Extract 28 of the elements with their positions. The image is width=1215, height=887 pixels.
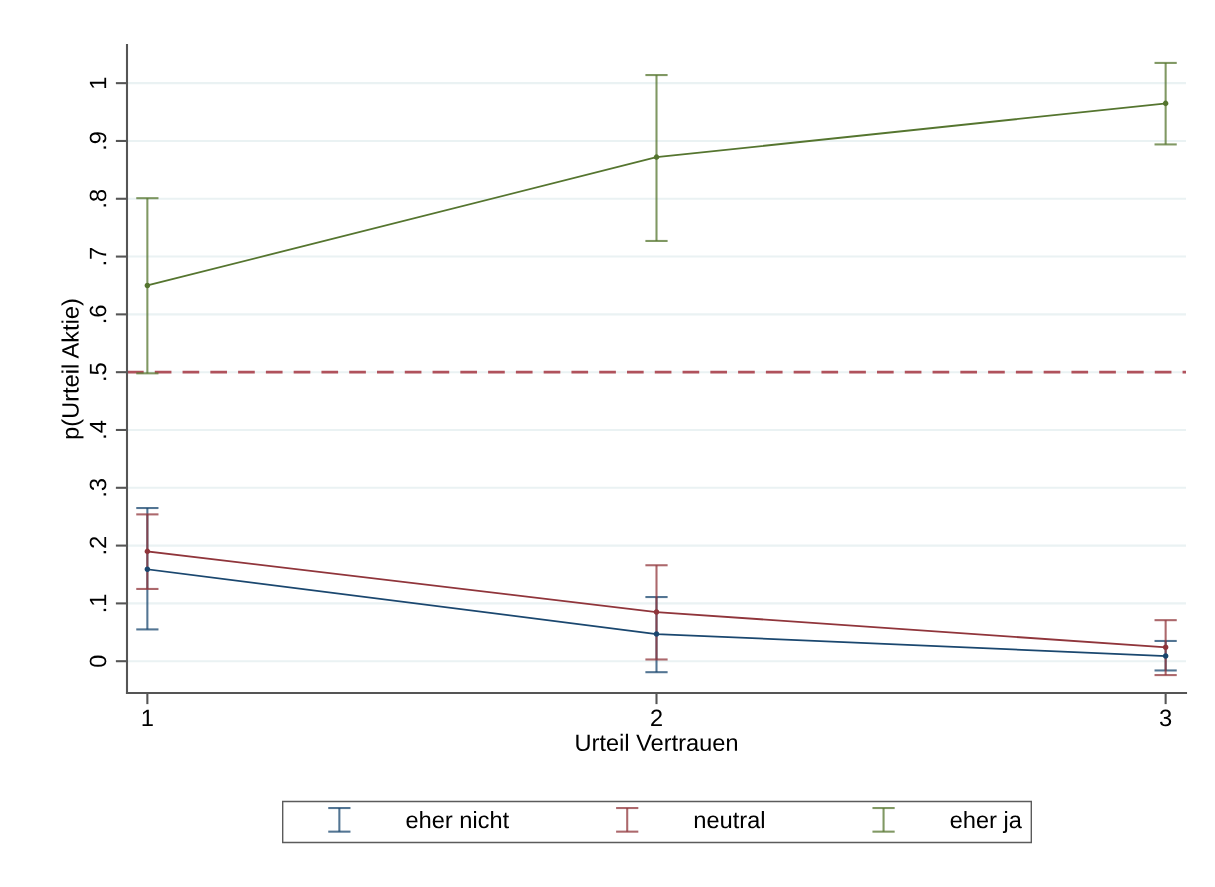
y-tick-label: .7: [89, 247, 107, 265]
y-axis-title: p(Urteil Aktie): [61, 299, 84, 439]
x-axis-title: Urteil Vertrauen: [576, 733, 737, 752]
point: [653, 631, 660, 637]
legend-label: eher nicht: [406, 810, 509, 829]
y-tick-label: .8: [89, 189, 107, 207]
point: [1162, 100, 1169, 107]
point: [144, 548, 151, 555]
legend-label: neutral: [694, 810, 764, 829]
y-tick-label: 1: [89, 77, 107, 88]
y-tick-label: .9: [89, 132, 107, 149]
x-tick-label: 1: [142, 709, 153, 727]
point: [1162, 653, 1169, 659]
x-tick-label: 2: [651, 709, 662, 727]
point: [144, 282, 151, 289]
x-tick-label: 3: [1159, 709, 1172, 727]
point: [653, 154, 660, 160]
legend-label: eher ja: [950, 810, 1022, 834]
y-tick-label: .5: [89, 363, 107, 380]
point: [1162, 644, 1169, 651]
point: [653, 609, 660, 615]
y-tick-label: .6: [89, 305, 107, 323]
point: [144, 566, 151, 573]
y-tick-label: .2: [89, 536, 107, 554]
y-tick-label: .3: [89, 478, 107, 496]
y-tick-label: .4: [89, 420, 107, 438]
y-tick-label: .1: [89, 594, 107, 612]
y-tick-label: 0: [89, 655, 107, 667]
